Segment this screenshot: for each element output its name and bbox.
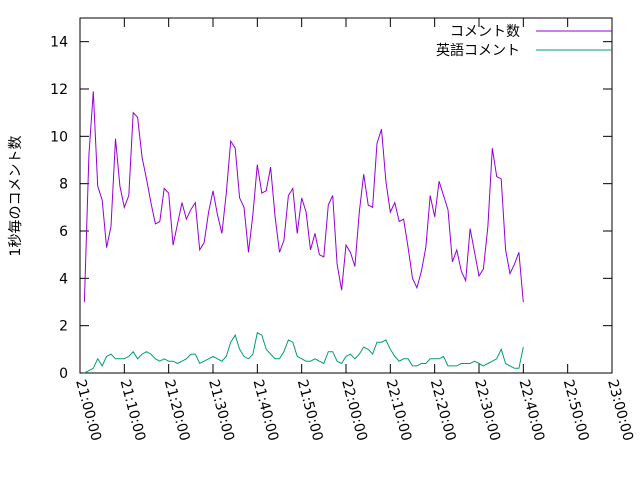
y-tick-label: 10 xyxy=(50,129,68,145)
x-tick-label: 21:50:00 xyxy=(294,378,326,443)
x-tick-label: 22:30:00 xyxy=(471,378,503,443)
plot-frame xyxy=(79,17,613,374)
x-tick-label: 21:00:00 xyxy=(72,378,104,443)
legend-label-english-comments: 英語コメント xyxy=(436,42,520,59)
y-tick-label: 8 xyxy=(59,177,68,193)
x-tick-label: 21:30:00 xyxy=(205,378,237,443)
y-tick-label: 6 xyxy=(59,224,68,240)
series-line-english-comments xyxy=(84,332,524,374)
series-line-comment-count xyxy=(83,91,524,303)
y-tick-label: 4 xyxy=(59,271,68,287)
x-tick-label: 21:20:00 xyxy=(161,378,193,443)
legend: コメント数 英語コメント xyxy=(436,24,612,59)
x-tick-label: 22:20:00 xyxy=(427,378,459,443)
x-tick-label: 23:00:00 xyxy=(604,378,636,443)
y-tick-label: 0 xyxy=(59,366,68,382)
y-tick-label: 2 xyxy=(59,319,68,335)
x-tick-label: 22:00:00 xyxy=(338,378,370,443)
legend-label-comment-count: コメント数 xyxy=(450,24,520,40)
y-tick-label: 14 xyxy=(50,35,68,51)
y-tick-label: 12 xyxy=(50,82,68,98)
x-tick-label: 22:40:00 xyxy=(515,378,547,443)
x-tick-label: 22:50:00 xyxy=(560,378,592,443)
x-tick-label: 22:10:00 xyxy=(382,378,414,443)
x-tick-label: 21:40:00 xyxy=(249,378,281,443)
x-tick-label: 21:10:00 xyxy=(116,378,148,443)
y-axis-label: 1秒毎のコメント数 xyxy=(8,136,24,257)
